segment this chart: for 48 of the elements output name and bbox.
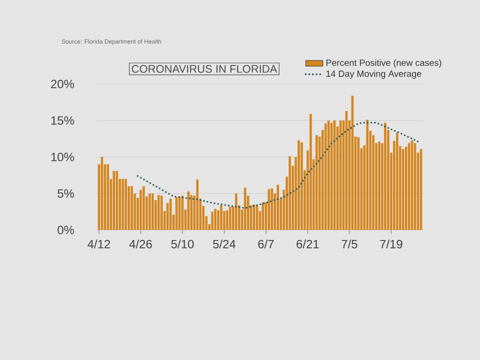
bar bbox=[384, 122, 386, 230]
legend-label: Percent Positive (new cases) bbox=[326, 59, 442, 68]
bar bbox=[316, 135, 318, 230]
x-tick-label: 5/10 bbox=[171, 240, 194, 248]
bar bbox=[402, 148, 404, 230]
bar bbox=[196, 180, 199, 230]
bar bbox=[366, 120, 368, 230]
bar bbox=[116, 170, 118, 230]
y-tick-label: 5% bbox=[58, 189, 74, 198]
bar bbox=[396, 132, 398, 230]
bar bbox=[357, 137, 360, 230]
x-tick-label: 4/26 bbox=[129, 240, 152, 248]
bar bbox=[122, 178, 124, 230]
bar bbox=[220, 205, 222, 230]
bar bbox=[234, 194, 238, 230]
bar bbox=[130, 186, 133, 230]
chart-title: CORONAVIRUS IN FLORIDA bbox=[132, 65, 278, 73]
bar bbox=[211, 212, 214, 230]
bar bbox=[229, 206, 232, 230]
bar bbox=[300, 142, 303, 230]
bar bbox=[276, 184, 280, 230]
bar bbox=[142, 186, 145, 230]
bar bbox=[226, 210, 228, 230]
bar bbox=[157, 194, 160, 230]
bar bbox=[160, 196, 163, 230]
x-tick-label: 4/12 bbox=[88, 240, 110, 248]
x-tick-label: 7/19 bbox=[380, 240, 402, 248]
bar bbox=[124, 178, 127, 230]
line-series bbox=[136, 122, 419, 210]
x-tick-label: 6/21 bbox=[296, 240, 319, 248]
x-tick-label: 7/5 bbox=[342, 240, 358, 248]
legend-label: 14 Day Moving Average bbox=[326, 70, 422, 79]
y-tick-label: 10% bbox=[51, 152, 74, 162]
bar bbox=[140, 190, 142, 230]
bar bbox=[298, 140, 300, 230]
x-tick-label: 6/7 bbox=[258, 240, 274, 248]
bar bbox=[112, 170, 116, 230]
bar bbox=[288, 156, 291, 230]
x-tick-label: 5/24 bbox=[213, 240, 236, 248]
bar bbox=[404, 146, 408, 230]
bar bbox=[310, 114, 312, 230]
y-tick-label: 0% bbox=[58, 226, 74, 234]
bar bbox=[214, 208, 216, 230]
y-tick-label: 20% bbox=[51, 80, 74, 88]
bar bbox=[152, 194, 154, 230]
bar bbox=[148, 194, 151, 230]
y-tick-label: 15% bbox=[51, 116, 74, 125]
bar bbox=[378, 142, 380, 230]
